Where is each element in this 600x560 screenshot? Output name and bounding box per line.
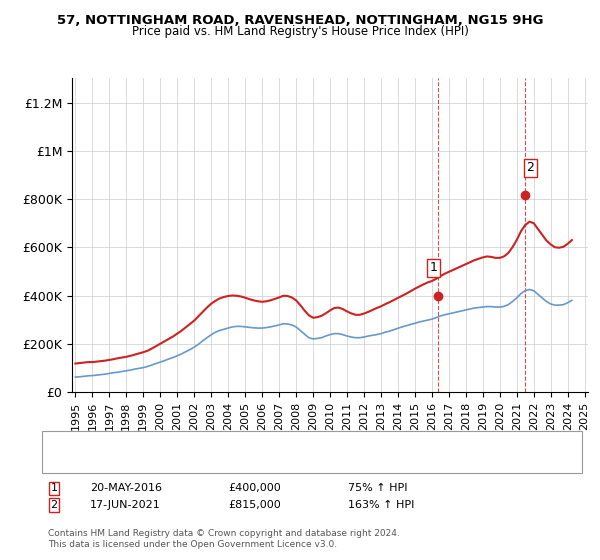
Text: 163% ↑ HPI: 163% ↑ HPI [348, 500, 415, 510]
Text: £815,000: £815,000 [228, 500, 281, 510]
Text: 17-JUN-2021: 17-JUN-2021 [90, 500, 161, 510]
Text: Contains HM Land Registry data © Crown copyright and database right 2024.
This d: Contains HM Land Registry data © Crown c… [48, 529, 400, 549]
Text: Price paid vs. HM Land Registry's House Price Index (HPI): Price paid vs. HM Land Registry's House … [131, 25, 469, 38]
Text: HPI: Average price, detached house, Gedling: HPI: Average price, detached house, Gedl… [75, 458, 308, 468]
Text: 57, NOTTINGHAM ROAD, RAVENSHEAD, NOTTINGHAM, NG15 9HG: 57, NOTTINGHAM ROAD, RAVENSHEAD, NOTTING… [57, 14, 543, 27]
Text: 2: 2 [526, 161, 534, 174]
Text: 57, NOTTINGHAM ROAD, RAVENSHEAD, NOTTINGHAM, NG15 9HG (detached house): 57, NOTTINGHAM ROAD, RAVENSHEAD, NOTTING… [75, 445, 511, 455]
Text: 20-MAY-2016: 20-MAY-2016 [90, 483, 162, 493]
Text: 2: 2 [50, 500, 58, 510]
Text: 1: 1 [430, 262, 437, 274]
Text: 75% ↑ HPI: 75% ↑ HPI [348, 483, 407, 493]
Text: 1: 1 [50, 483, 58, 493]
Text: £400,000: £400,000 [228, 483, 281, 493]
